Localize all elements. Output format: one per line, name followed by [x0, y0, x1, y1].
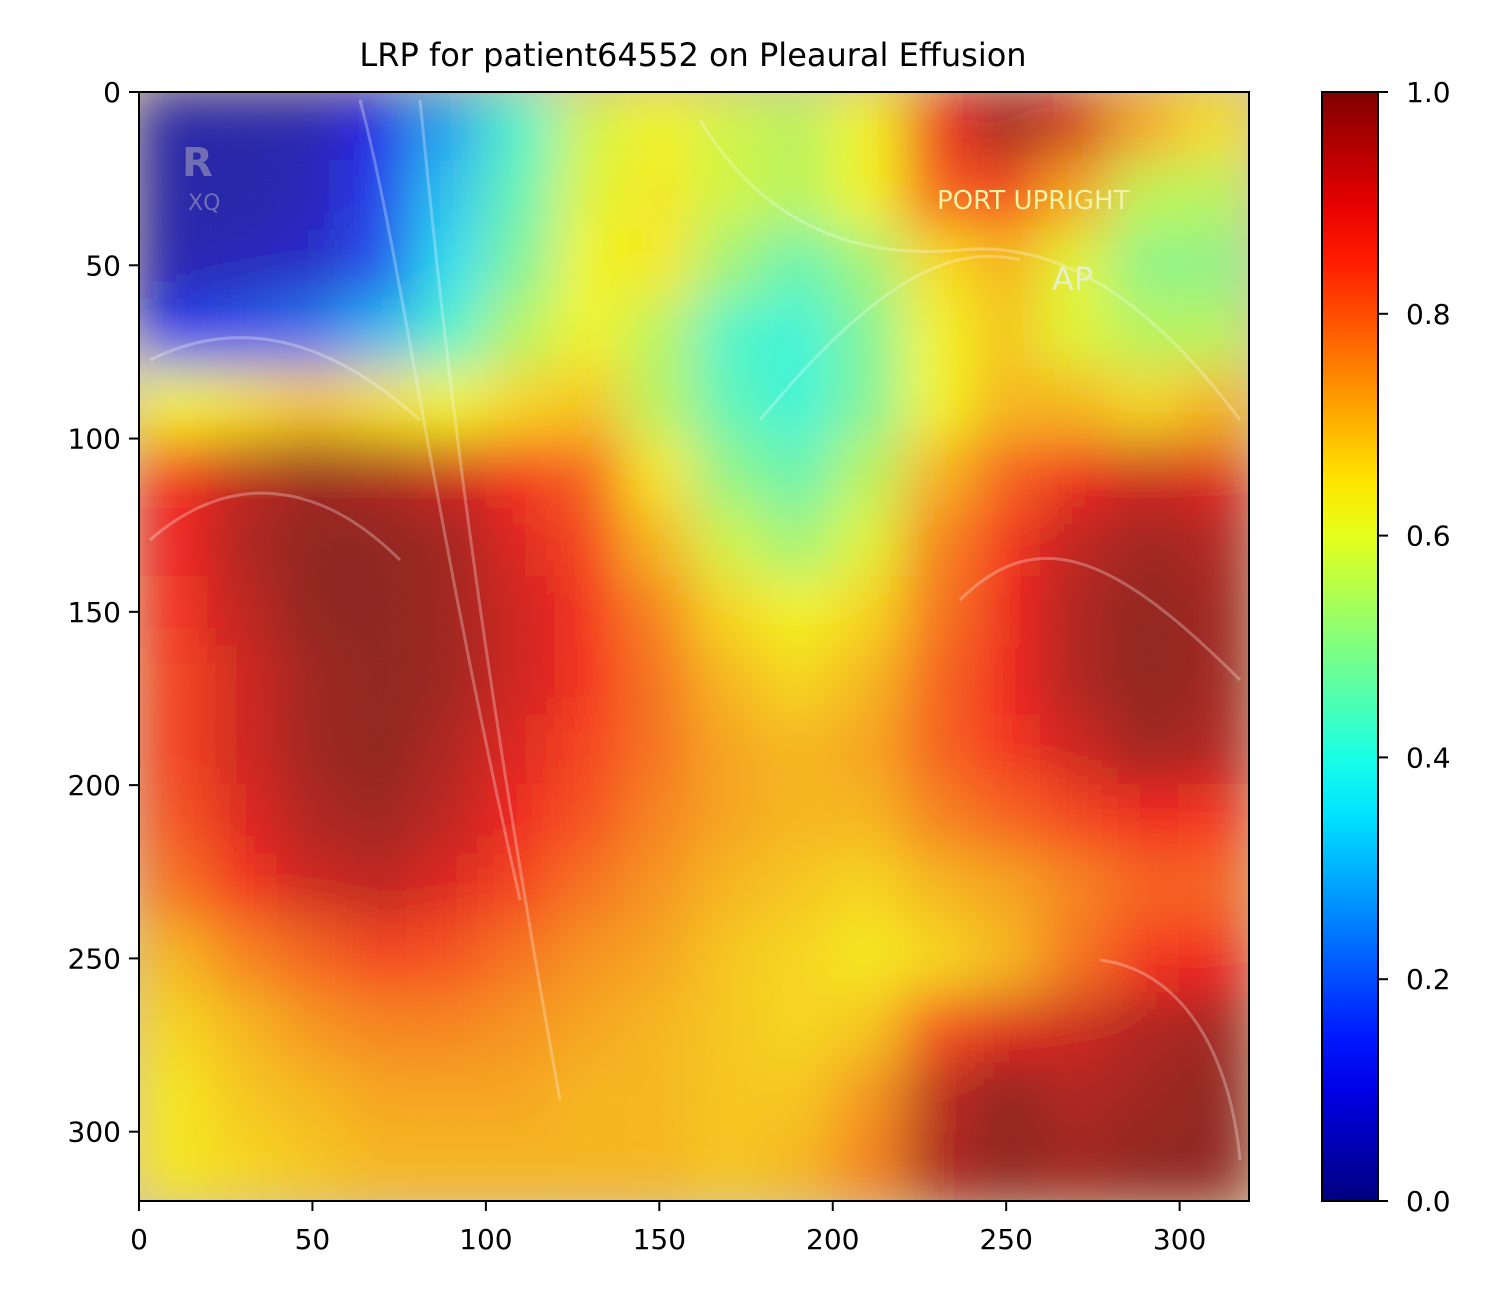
y-axis: 0 50 100 150 200 250 300: [68, 76, 139, 1149]
plot-area: R XQ PORT UPRIGHT AP: [139, 92, 1249, 1201]
colorbar-tick-label: 0.2: [1406, 963, 1451, 996]
x-tick-label: 250: [979, 1223, 1032, 1256]
image-label-ap: AP: [1052, 260, 1093, 298]
x-tick-label: 0: [130, 1223, 148, 1256]
image-label-xq: XQ: [188, 191, 220, 216]
x-tick-label: 150: [633, 1223, 686, 1256]
x-tick-label: 100: [459, 1223, 512, 1256]
colorbar-tick-label: 0.4: [1406, 741, 1451, 774]
y-tick-label: 150: [68, 596, 121, 629]
colorbar: [1321, 91, 1379, 1202]
x-tick-label: 50: [295, 1223, 331, 1256]
y-tick-label: 200: [68, 769, 121, 802]
y-tick-label: 300: [68, 1116, 121, 1149]
y-tick-label: 50: [85, 249, 121, 282]
y-tick-label: 100: [68, 423, 121, 456]
x-axis: 0 50 100 150 200 250 300: [130, 1201, 1206, 1256]
colorbar-tick-label: 0.8: [1406, 298, 1451, 331]
chart-title: LRP for patient64552 on Pleaural Effusio…: [359, 36, 1026, 74]
y-tick-label: 250: [68, 942, 121, 975]
colorbar-tick-label: 0.0: [1406, 1185, 1451, 1218]
image-label-port-upright: PORT UPRIGHT: [937, 186, 1130, 216]
plot-frame: [138, 91, 1250, 1202]
colorbar-axis: 0.0 0.2 0.4 0.6 0.8 1.0: [1378, 76, 1451, 1218]
x-tick-label: 300: [1153, 1223, 1206, 1256]
x-tick-label: 200: [806, 1223, 859, 1256]
colorbar-tick-label: 1.0: [1406, 76, 1451, 109]
image-label-r: R: [182, 140, 213, 186]
colorbar-tick-label: 0.6: [1406, 520, 1451, 553]
y-tick-label: 0: [103, 76, 121, 109]
